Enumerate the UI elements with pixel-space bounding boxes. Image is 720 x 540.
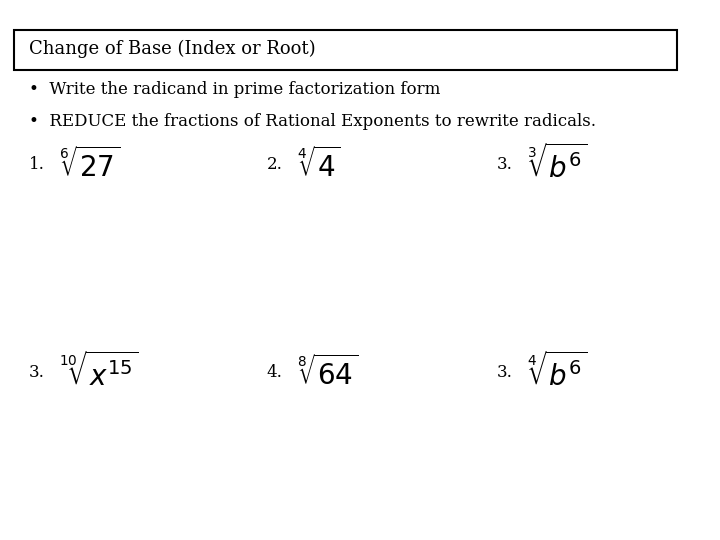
Text: •  Write the radicand in prime factorization form: • Write the radicand in prime factorizat… xyxy=(29,80,440,98)
Text: 3.: 3. xyxy=(497,364,513,381)
Text: 3.: 3. xyxy=(29,364,45,381)
Text: •  REDUCE the fractions of Rational Exponents to rewrite radicals.: • REDUCE the fractions of Rational Expon… xyxy=(29,113,596,130)
Text: 1.: 1. xyxy=(29,156,45,173)
Text: $\sqrt[8]{64}$: $\sqrt[8]{64}$ xyxy=(297,355,358,390)
Text: 4.: 4. xyxy=(266,364,282,381)
Text: Change of Base (Index or Root): Change of Base (Index or Root) xyxy=(29,39,315,58)
Text: $\sqrt[3]{b^{6}}$: $\sqrt[3]{b^{6}}$ xyxy=(527,145,587,185)
Text: $\sqrt[4]{b^{6}}$: $\sqrt[4]{b^{6}}$ xyxy=(527,353,587,393)
FancyBboxPatch shape xyxy=(14,30,677,70)
Text: $\sqrt[4]{4}$: $\sqrt[4]{4}$ xyxy=(297,147,340,183)
Text: $\sqrt[6]{27}$: $\sqrt[6]{27}$ xyxy=(59,147,120,183)
Text: $\sqrt[10]{x^{15}}$: $\sqrt[10]{x^{15}}$ xyxy=(59,353,138,393)
Text: 2.: 2. xyxy=(266,156,282,173)
Text: 3.: 3. xyxy=(497,156,513,173)
